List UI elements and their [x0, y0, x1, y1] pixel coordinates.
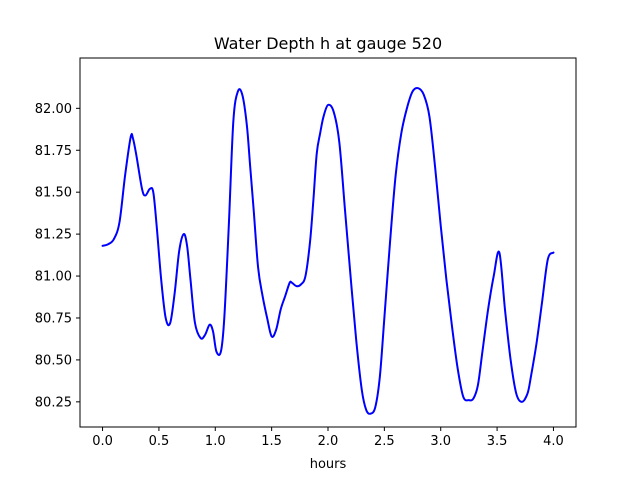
x-tick-label: 0.5 — [149, 434, 170, 449]
x-tick-label: 2.5 — [374, 434, 395, 449]
y-tick-label: 80.25 — [35, 395, 72, 410]
y-tick-label: 80.75 — [35, 311, 72, 326]
x-axis-ticks: 0.0 0.5 1.0 1.5 2.0 2.5 3.0 3.5 4.0 — [92, 427, 564, 449]
x-tick-label: 1.5 — [261, 434, 282, 449]
y-axis-ticks: 80.25 80.50 80.75 81.00 81.25 81.50 81.75 82.00 — [35, 102, 80, 410]
y-tick-label: 81.75 — [35, 144, 72, 159]
x-tick-label: 0.0 — [92, 434, 113, 449]
chart-title: Water Depth h at gauge 520 — [214, 34, 442, 53]
y-tick-label: 82.00 — [35, 102, 72, 117]
y-tick-label: 81.00 — [35, 270, 72, 285]
x-tick-label: 4.0 — [543, 434, 564, 449]
plot-frame — [79, 57, 577, 428]
x-tick-label: 1.0 — [205, 434, 226, 449]
y-tick-label: 81.25 — [35, 228, 72, 243]
x-tick-label: 3.5 — [487, 434, 508, 449]
series-line — [101, 87, 555, 415]
y-tick-label: 81.50 — [35, 186, 72, 201]
x-tick-label: 3.0 — [430, 434, 451, 449]
x-axis-label: hours — [310, 457, 347, 472]
x-tick-label: 2.0 — [318, 434, 339, 449]
y-tick-label: 80.50 — [35, 353, 72, 368]
plot-area — [80, 58, 576, 427]
